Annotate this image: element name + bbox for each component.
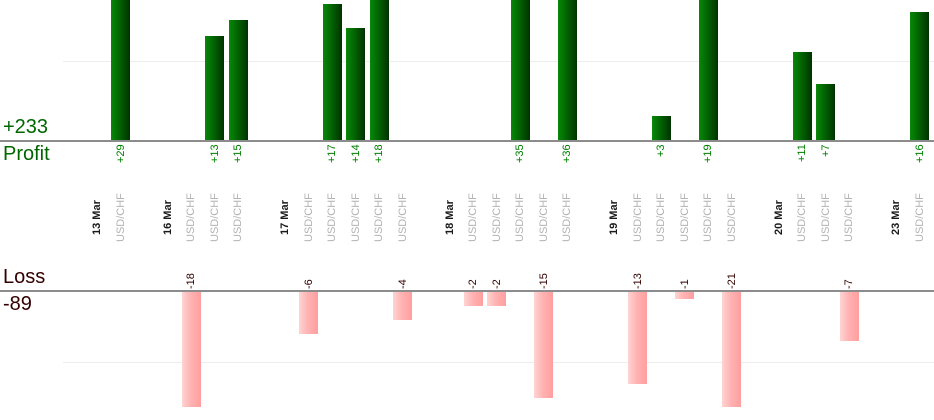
loss-value-label: -7 [843,279,855,289]
symbol-label: USD/CHF [326,193,338,243]
symbol-label: USD/CHF [490,193,503,243]
date-label: 23 Mar [890,200,902,236]
date-label: 13 Mar [91,200,103,236]
profit-bar [369,0,389,140]
loss-axis-label: Loss [3,266,46,288]
profit-bar [205,36,224,140]
symbol-label: USD/CHF [655,193,667,243]
symbol-label: USD/CHF [514,193,526,243]
symbol-label: USD/CHF [796,193,808,243]
symbol-label: USD/CHF [373,193,385,243]
loss-value-label: -6 [302,279,315,289]
loss-bar [181,292,201,407]
symbol-label: USD/CHF [232,193,244,243]
symbol-label: USD/CHF [631,193,644,243]
symbol-label: USD/CHF [114,193,127,243]
symbol-label: USD/CHF [678,193,691,243]
profit-bar [698,0,718,140]
profit-bar [346,28,365,140]
date-label: 16 Mar [161,200,174,236]
symbol-label: USD/CHF [302,193,315,243]
loss-bar [534,292,553,398]
profit-baseline [0,140,934,142]
date-label: 17 Mar [279,200,291,236]
loss-value-label: -1 [678,279,691,289]
profit-bar [228,20,248,140]
profit-gridline [63,61,934,62]
loss-bar [299,292,318,334]
symbol-label: USD/CHF [702,193,714,243]
loss-baseline [0,290,934,292]
profit-bar [651,116,671,140]
profit-axis-label: Profit [3,143,50,165]
symbol-label: USD/CHF [467,193,479,243]
profit-bar [792,52,812,140]
loss-bar [628,292,647,384]
profit-bar [910,12,929,140]
loss-bar [839,292,859,341]
symbol-label: USD/CHF [396,193,409,243]
symbol-label: USD/CHF [819,193,832,243]
loss-value-label: -13 [631,273,644,289]
profit-bar [510,0,530,140]
symbol-label: USD/CHF [843,193,855,243]
symbol-label: USD/CHF [913,193,926,243]
symbol-label: USD/CHF [185,193,197,243]
date-label: 19 Mar [608,200,620,236]
date-label: 20 Mar [772,200,785,236]
loss-bar [722,292,741,407]
profit-bar [557,0,577,140]
profit-bar [111,0,130,140]
loss-value-label: -4 [396,279,409,289]
loss-value-label: -2 [467,279,479,289]
loss-bar [463,292,483,306]
symbol-label: USD/CHF [561,193,573,243]
profit-bar [816,84,835,140]
loss-value-label: -2 [490,279,503,289]
symbol-label: USD/CHF [208,193,221,243]
loss-total: -89 [3,293,32,315]
loss-bar [393,292,412,320]
date-label: 18 Mar [443,200,456,236]
loss-value-label: -18 [185,273,197,289]
loss-value-label: -15 [537,273,550,289]
loss-bar [675,292,694,299]
symbol-label: USD/CHF [349,193,362,243]
profit-total: +233 [3,116,49,138]
loss-bar [487,292,506,306]
symbol-label: USD/CHF [537,193,550,243]
symbol-label: USD/CHF [725,193,738,243]
profit-bar [322,4,342,140]
loss-value-label: -21 [725,273,738,289]
loss-gridline [63,362,934,363]
